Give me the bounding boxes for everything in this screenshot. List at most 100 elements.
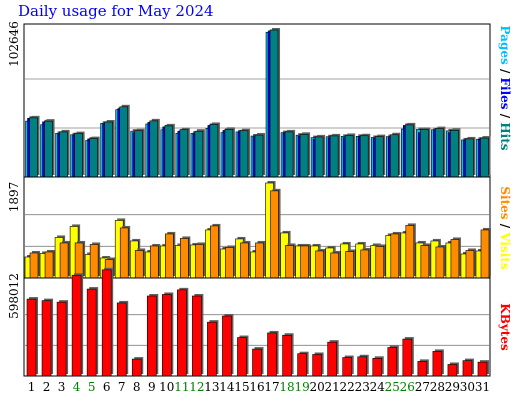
bar-kbytes-day-21 (327, 341, 337, 377)
day-label-1: 1 (28, 380, 36, 394)
day-label-23: 23 (355, 380, 370, 394)
day-label-21: 21 (325, 380, 340, 394)
legend-files: Files (498, 78, 512, 110)
legend-visits: Visits (498, 231, 512, 270)
bar-hits-day-2 (44, 120, 53, 178)
day-label-3: 3 (58, 380, 66, 394)
bar-sites-day-24 (375, 246, 385, 279)
day-label-6: 6 (103, 380, 111, 394)
bar-kbytes-day-19 (297, 353, 307, 377)
bar-kbytes-day-13 (207, 321, 217, 377)
bar-kbytes-day-16 (252, 348, 262, 377)
day-label-2: 2 (43, 380, 51, 394)
bar-hits-day-14 (224, 129, 234, 178)
bar-kbytes-day-24 (372, 358, 383, 377)
visits-max-label: 1897 (7, 182, 21, 213)
bar-sites-day-21 (330, 252, 339, 279)
bar-kbytes-day-28 (432, 351, 443, 377)
traffic-legend: Pages / Files / Hits (498, 25, 512, 150)
bar-sites-day-14 (225, 247, 234, 279)
day-label-22: 22 (340, 380, 355, 394)
bar-kbytes-day-31 (477, 361, 488, 377)
bar-hits-day-4 (74, 133, 83, 178)
bar-sites-day-19 (300, 245, 309, 279)
day-label-11: 11 (174, 380, 189, 394)
bar-sites-day-23 (360, 249, 370, 279)
bar-sites-day-16 (255, 242, 264, 279)
bar-hits-day-18 (284, 131, 294, 178)
bar-hits-day-24 (374, 136, 384, 178)
bar-sites-day-5 (89, 244, 99, 279)
bar-kbytes-day-5 (86, 288, 97, 377)
bar-hits-day-15 (239, 130, 249, 178)
bar-hits-day-6 (104, 121, 113, 178)
bar-sites-day-10 (165, 233, 174, 279)
day-label-16: 16 (249, 380, 264, 394)
bar-kbytes-day-14 (222, 315, 232, 377)
bar-hits-day-13 (209, 124, 219, 178)
bar-sites-day-22 (345, 251, 354, 279)
day-label-30: 30 (460, 380, 475, 394)
bar-kbytes-day-29 (447, 364, 458, 377)
panel-traffic (23, 23, 491, 178)
bar-hits-day-30 (465, 138, 474, 178)
bar-hits-day-29 (450, 130, 459, 178)
bar-sites-day-29 (450, 239, 460, 279)
bar-kbytes-day-18 (282, 334, 292, 377)
day-label-18: 18 (279, 380, 294, 394)
bar-hits-day-7 (119, 106, 129, 178)
bar-sites-day-18 (285, 245, 294, 279)
bar-sites-day-4 (74, 242, 84, 279)
bar-kbytes-day-12 (192, 295, 202, 377)
panel-kbytes (23, 267, 491, 377)
bar-kbytes-day-2 (41, 300, 52, 377)
bar-sites-day-1 (29, 252, 39, 279)
day-label-13: 13 (204, 380, 219, 394)
legend-pages: Pages (498, 25, 512, 65)
day-label-26: 26 (400, 380, 415, 394)
bar-hits-day-31 (480, 137, 489, 178)
bar-kbytes-day-25 (387, 347, 398, 377)
day-label-7: 7 (118, 380, 126, 394)
legend-slash-2: / (498, 114, 512, 119)
bar-kbytes-day-20 (312, 354, 322, 377)
chart-panels (23, 23, 491, 377)
legend-slash-3: / (498, 224, 512, 229)
bar-sites-day-3 (59, 242, 69, 279)
bar-hits-day-26 (405, 124, 414, 178)
bar-sites-day-30 (465, 250, 475, 279)
bar-hits-day-3 (59, 131, 68, 178)
bar-hits-day-12 (194, 130, 204, 178)
visits-legend: Sites / Visits (498, 186, 512, 269)
chart-title: Daily usage for May 2024 (18, 2, 214, 20)
day-label-9: 9 (148, 380, 156, 394)
bar-hits-day-22 (344, 135, 354, 178)
bar-hits-day-27 (420, 129, 429, 178)
bar-hits-day-9 (149, 120, 159, 178)
day-label-12: 12 (189, 380, 204, 394)
bar-sites-day-17 (270, 190, 279, 279)
legend-sites: Sites (498, 186, 512, 219)
bar-hits-day-8 (134, 130, 144, 178)
bar-sites-day-28 (435, 246, 445, 279)
day-label-20: 20 (309, 380, 324, 394)
day-label-25: 25 (385, 380, 400, 394)
legend-hits: Hits (498, 122, 512, 150)
day-label-27: 27 (415, 380, 430, 394)
bar-kbytes-day-10 (162, 294, 172, 377)
bar-kbytes-day-1 (26, 298, 37, 377)
day-label-14: 14 (219, 380, 235, 394)
day-label-10: 10 (159, 380, 174, 394)
bar-sites-day-31 (480, 229, 490, 279)
traffic-max-label: 102646 (7, 21, 21, 67)
panel-visits (23, 176, 491, 279)
day-label-24: 24 (370, 380, 386, 394)
bar-hits-day-16 (254, 134, 264, 178)
bar-kbytes-day-17 (267, 332, 277, 377)
bar-sites-day-27 (420, 245, 430, 279)
day-label-17: 17 (264, 380, 279, 394)
kbytes-max-label: 598012 (7, 273, 21, 319)
bar-kbytes-day-26 (402, 338, 413, 377)
bar-kbytes-day-3 (56, 301, 67, 377)
legend-slash-1: / (498, 69, 512, 74)
